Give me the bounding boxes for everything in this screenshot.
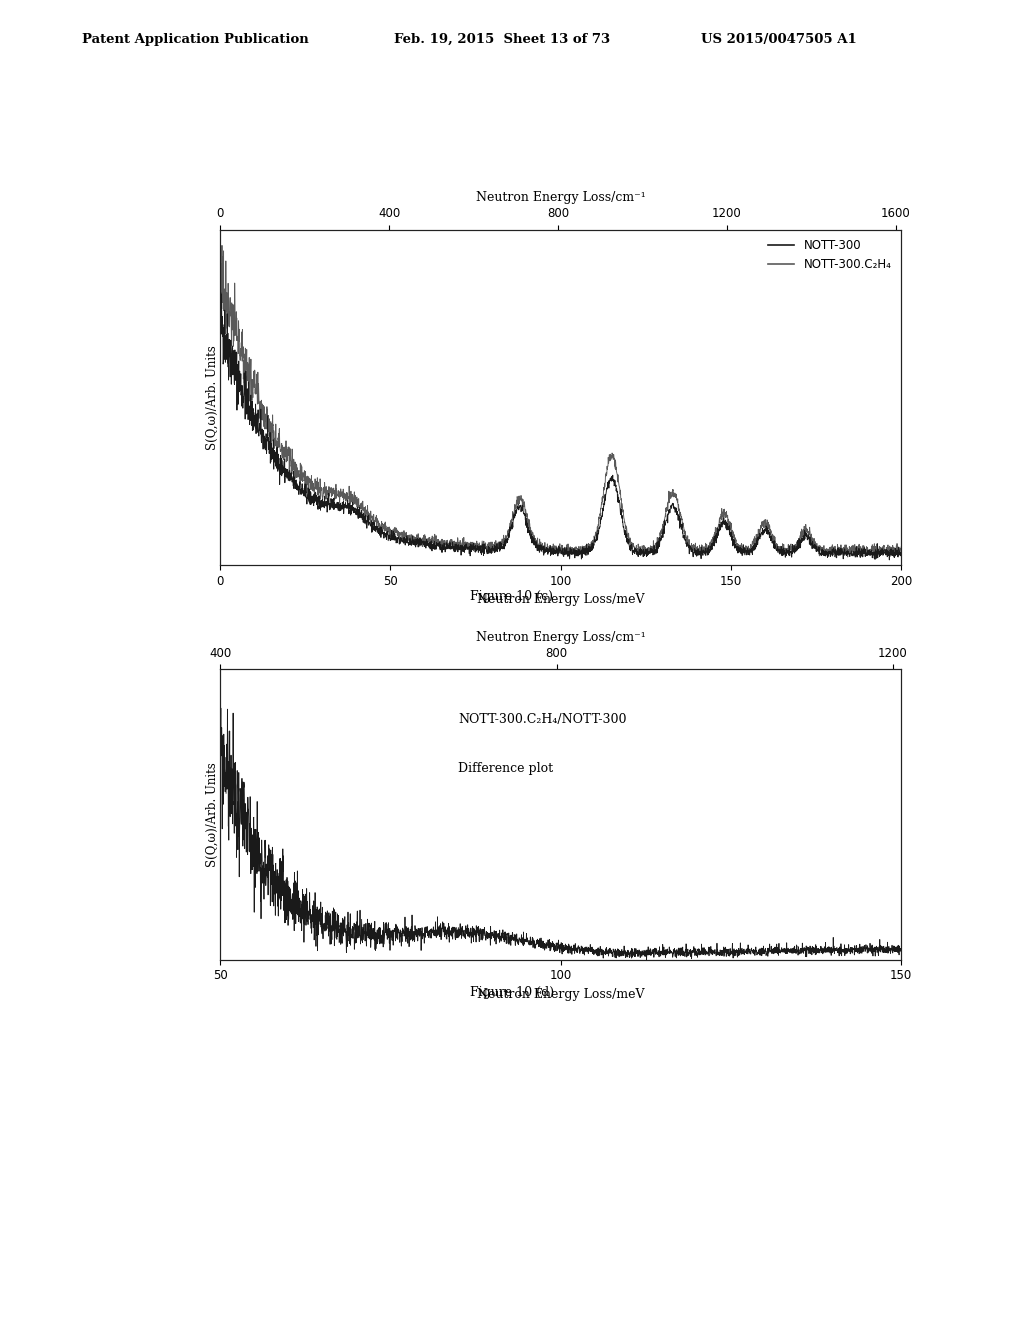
X-axis label: Neutron Energy Loss/cm⁻¹: Neutron Energy Loss/cm⁻¹ [476,631,645,644]
X-axis label: Neutron Energy Loss/meV: Neutron Energy Loss/meV [477,987,644,1001]
Legend: NOTT-300, NOTT-300.C₂H₄: NOTT-300, NOTT-300.C₂H₄ [765,235,895,275]
Text: NOTT-300.C₂H₄/NOTT-300: NOTT-300.C₂H₄/NOTT-300 [459,713,627,726]
Text: Figure 10 (d): Figure 10 (d) [470,986,554,999]
X-axis label: Neutron Energy Loss/meV: Neutron Energy Loss/meV [477,593,644,606]
Text: Feb. 19, 2015  Sheet 13 of 73: Feb. 19, 2015 Sheet 13 of 73 [394,33,610,46]
X-axis label: Neutron Energy Loss/cm⁻¹: Neutron Energy Loss/cm⁻¹ [476,191,645,205]
Y-axis label: S(Q,ω)/Arb. Units: S(Q,ω)/Arb. Units [206,762,219,867]
Text: Figure 10 (c): Figure 10 (c) [470,590,554,603]
Y-axis label: S(Q,ω)/Arb. Units: S(Q,ω)/Arb. Units [206,345,219,450]
Text: US 2015/0047505 A1: US 2015/0047505 A1 [701,33,857,46]
Text: Patent Application Publication: Patent Application Publication [82,33,308,46]
Text: Difference plot: Difference plot [459,762,554,775]
